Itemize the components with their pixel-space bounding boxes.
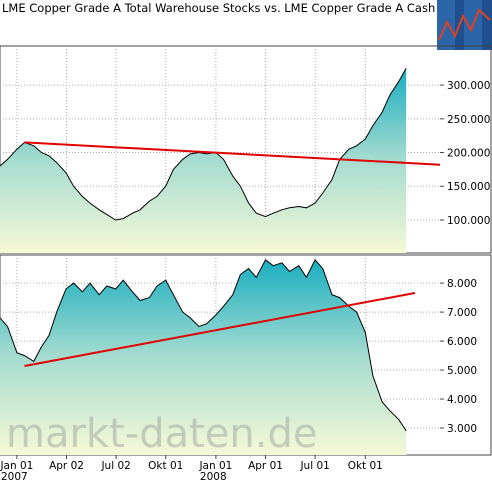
x-tick-label: Apr 02: [49, 460, 84, 472]
y-tick-label: 300.000: [447, 80, 490, 92]
x-year-label: 2007: [1, 471, 28, 483]
x-tick-label: Apr 01: [248, 460, 283, 472]
x-year-label: 2008: [200, 471, 227, 483]
line: [0, 259, 407, 432]
x-tick-label: Okt 01: [148, 460, 183, 472]
plot: [0, 46, 440, 253]
y-tick-label: 7.000: [447, 307, 477, 319]
x-tick-label: Okt 01: [348, 460, 383, 472]
x-tick-label: Jul 01: [299, 460, 329, 472]
watermark: markt-daten.de: [6, 411, 317, 457]
chart-title: LME Copper Grade A Total Warehouse Stock…: [2, 1, 492, 15]
area: [0, 68, 407, 253]
y-tick-label: 3.000: [447, 423, 477, 435]
trend-line: [24, 141, 440, 166]
y-tick-label: 4.000: [447, 394, 477, 406]
x-tick-label: Jan 01: [0, 460, 33, 472]
y-tick-label: 5.000: [447, 365, 477, 377]
line: [0, 68, 407, 221]
y-tick-label: 250.000: [447, 114, 490, 126]
trend-line: [24, 292, 416, 367]
y-tick-label: 6.000: [447, 336, 477, 348]
y-tick-label: 8.000: [447, 278, 477, 290]
plot: [0, 255, 440, 455]
area: [0, 259, 407, 455]
y-tick-label: 200.000: [447, 148, 490, 160]
x-tick-label: Jan 01: [198, 460, 232, 472]
y-tick-label: 100.000: [447, 215, 490, 227]
y-tick-label: 150.000: [447, 181, 490, 193]
logo: [437, 0, 492, 50]
x-tick-label: Jul 02: [100, 460, 130, 472]
